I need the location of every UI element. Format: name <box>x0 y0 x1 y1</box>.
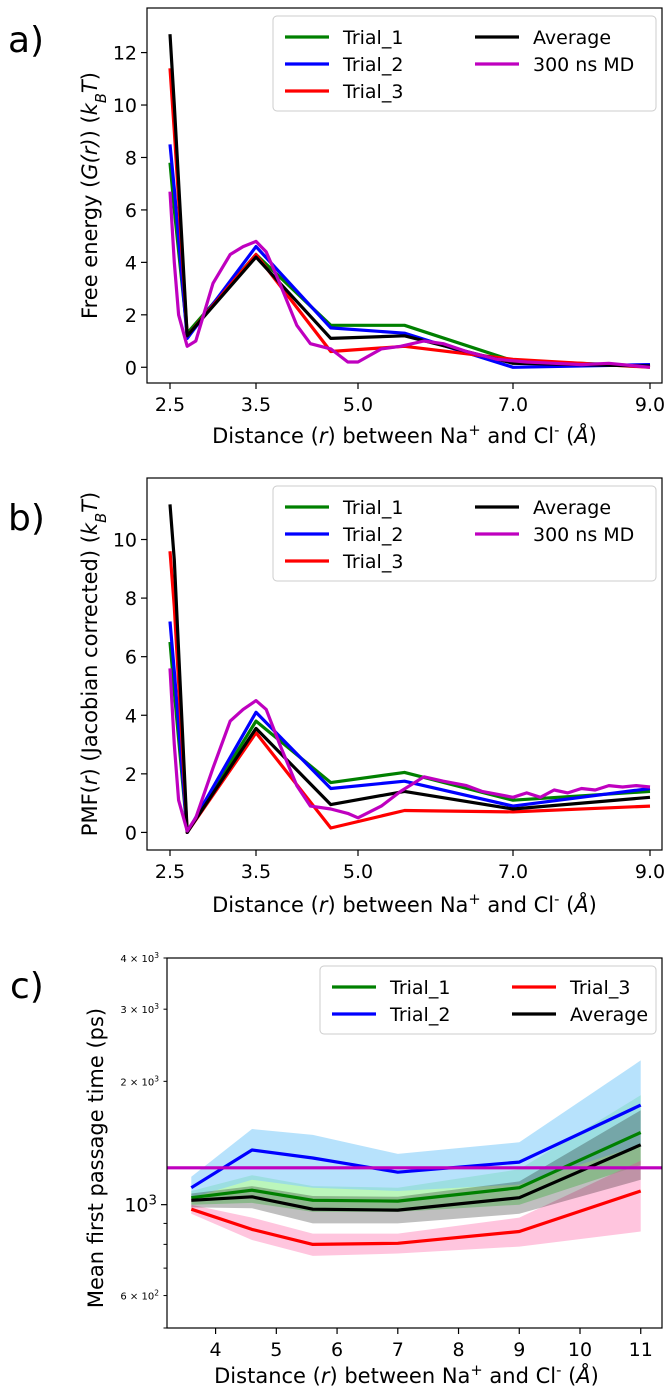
y-tick-label: 6 <box>125 647 137 669</box>
y-axis-label: Free energy (G(r)) (kBT) <box>78 72 110 319</box>
legend-entry-label: Trial_3 <box>569 977 630 999</box>
y-tick-label: 0 <box>125 357 137 379</box>
x-tick-label: 7.0 <box>498 861 528 883</box>
x-tick-label: 2.5 <box>155 394 185 416</box>
y-minor-tick-label: 4 × 103 <box>120 951 159 966</box>
x-tick-label: 8 <box>452 1339 464 1361</box>
panel-label: c) <box>10 966 44 1007</box>
y-tick-label: 2 <box>125 764 137 786</box>
plot-area <box>168 504 651 835</box>
legend: Trial_1 Trial_2 Trial_3 Average 300 ns MD <box>272 15 657 112</box>
legend: Trial_1 Trial_2 Trial_3 Average <box>319 965 657 1035</box>
x-tick-label: 5.0 <box>343 394 373 416</box>
x-tick-label: 11 <box>629 1339 653 1361</box>
x-axis-label: Distance (r) between Na+ and Cl- (Å) <box>212 891 597 918</box>
series-line-trial_2 <box>168 144 651 369</box>
legend-entry-label: Trial_3 <box>342 81 403 103</box>
x-tick-label: 7.0 <box>498 394 528 416</box>
legend-entry-label: 300 ns MD <box>533 54 634 76</box>
y-tick-label: 2 <box>125 305 137 327</box>
legend-entry-label: Trial_3 <box>342 551 403 573</box>
x-tick-label: 9 <box>513 1339 525 1361</box>
y-tick-label: 103 <box>124 1193 157 1217</box>
x-tick-label: 10 <box>568 1339 592 1361</box>
series-line-trial_3 <box>190 1189 642 1247</box>
y-minor-tick-label: 2 × 103 <box>120 1074 159 1089</box>
legend-entry-label: Average <box>570 1004 648 1026</box>
legend-entry-label: Trial_1 <box>342 27 403 49</box>
y-minor-tick-label: 6 × 102 <box>120 1288 159 1303</box>
legend-entry-label: Trial_1 <box>342 497 403 519</box>
legend-box <box>272 485 657 582</box>
series-line-300-ns-md <box>168 668 651 833</box>
axes-frame <box>146 7 663 384</box>
x-tick-label: 9.0 <box>635 861 665 883</box>
x-tick-label: 5 <box>270 1339 282 1361</box>
series-line-average <box>168 504 651 835</box>
panel-label: a) <box>8 20 44 61</box>
chart-panel-3: c) 4 5 6 7 8 9 10 11 103 6 × 102 2 × 103 3 × 103 4 × … <box>10 951 663 1387</box>
series-band-trial_3 <box>191 1160 641 1256</box>
chart-panel-2: b) 2.5 3.5 5.0 7.0 9.0 0 2 4 6 8 10 Distance (r) bet… <box>8 477 665 918</box>
x-tick-label: 3.5 <box>241 861 271 883</box>
plot-area <box>190 1060 642 1256</box>
legend: Trial_1 Trial_2 Trial_3 Average 300 ns MD <box>272 485 657 582</box>
legend-box <box>272 15 657 112</box>
y-tick-label: 8 <box>125 588 137 610</box>
plot-area <box>168 34 651 369</box>
legend-entry-label: Trial_2 <box>342 524 403 546</box>
y-tick-label: 12 <box>113 43 137 65</box>
legend-entry-label: Trial_1 <box>389 977 450 999</box>
series-line-trial_1 <box>191 1131 642 1203</box>
x-axis-label: Distance (r) between Na+ and Cl- (Å) <box>214 1362 599 1387</box>
x-tick-label: 9.0 <box>635 394 665 416</box>
legend-entry-label: Average <box>533 497 611 519</box>
axes-frame <box>166 957 663 1329</box>
y-tick-label: 0 <box>125 822 137 844</box>
legend-entry-label: 300 ns MD <box>533 524 634 546</box>
series-line-trial_2 <box>168 621 651 835</box>
series-band-trial_2 <box>191 1060 641 1198</box>
series-line-average <box>191 1143 642 1212</box>
x-tick-label: 5.0 <box>343 861 373 883</box>
y-axis-label: Mean first passage time (ps) <box>84 1008 108 1308</box>
y-tick-label: 6 <box>125 200 137 222</box>
x-tick-label: 7 <box>392 1339 404 1361</box>
x-tick-label: 6 <box>331 1339 343 1361</box>
panel-label: b) <box>8 498 45 539</box>
legend-entry-label: Trial_2 <box>389 1004 450 1026</box>
legend-entry-label: Average <box>533 27 611 49</box>
y-axis-label: PMF(r) (Jacobian corrected) (kBT) <box>78 492 110 836</box>
legend-entry-label: Trial_2 <box>342 54 403 76</box>
legend-box <box>319 965 657 1035</box>
series-line-300-ns-md <box>168 191 651 369</box>
x-tick-label: 3.5 <box>241 394 271 416</box>
x-tick-label: 2.5 <box>155 861 185 883</box>
axes-frame <box>146 477 663 851</box>
y-tick-label: 10 <box>113 95 137 117</box>
chart-panel-1: a) 2.5 3.5 5.0 7.0 9.0 0 2 4 6 8 10 12 Distance (r) b… <box>8 7 665 449</box>
series-line-trial_3 <box>168 68 651 369</box>
y-tick-label: 4 <box>125 705 137 727</box>
x-axis-label: Distance (r) between Na+ and Cl- (Å) <box>212 422 597 449</box>
x-tick-label: 4 <box>210 1339 222 1361</box>
y-tick-label: 10 <box>113 530 137 552</box>
y-tick-label: 8 <box>125 147 137 169</box>
series-line-trial_2 <box>190 1103 642 1190</box>
y-minor-tick-label: 3 × 103 <box>120 1002 159 1017</box>
y-tick-label: 4 <box>125 252 137 274</box>
